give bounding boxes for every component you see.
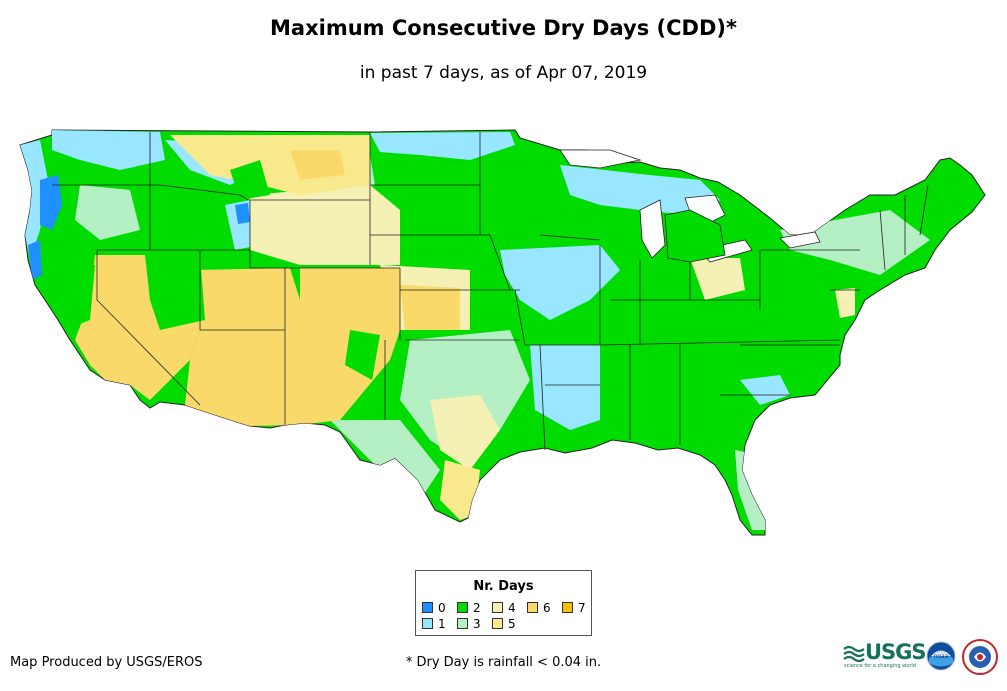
legend-label-2: 2 <box>473 601 481 615</box>
legend-swatch-4 <box>492 602 503 613</box>
nws-logo <box>962 639 998 675</box>
great-lakes <box>559 149 821 263</box>
legend-label-7: 7 <box>578 601 586 615</box>
credit-text: Map Produced by USGS/EROS <box>10 655 203 670</box>
michigan-lower-peninsula <box>664 209 726 263</box>
legend-swatch-5 <box>492 618 503 629</box>
legend-label-1: 1 <box>438 617 446 631</box>
usgs-tagline: science for a changing world <box>844 663 916 669</box>
legend-label-3: 3 <box>473 617 481 631</box>
legend-title: Nr. Days <box>473 579 534 594</box>
legend-swatch-7 <box>562 602 573 613</box>
usgs-wordmark: USGS <box>865 640 927 664</box>
map-title: Maximum Consecutive Dry Days (CDD)* <box>270 16 737 40</box>
legend-label-0: 0 <box>438 601 446 615</box>
legend-swatch-1 <box>422 618 433 629</box>
legend-swatch-0 <box>422 602 433 613</box>
legend-swatch-3 <box>457 618 468 629</box>
map-subtitle: in past 7 days, as of Apr 07, 2019 <box>359 63 648 83</box>
legend-swatch-6 <box>527 602 538 613</box>
noaa-text: noaa <box>934 653 949 660</box>
footnote-text: * Dry Day is rainfall < 0.04 in. <box>405 655 602 670</box>
usgs-wave-icon <box>843 645 865 663</box>
state-boundaries <box>52 132 929 451</box>
legend-label-6: 6 <box>543 601 551 615</box>
noaa-logo: noaa <box>926 641 956 671</box>
usgs-logo: USGS science for a changing world <box>843 640 927 670</box>
legend-swatch-2 <box>457 602 468 613</box>
legend-label-5: 5 <box>508 617 516 631</box>
legend-label-4: 4 <box>508 601 516 615</box>
map-legend: Nr. Days 0 1 2 3 4 5 6 7 <box>415 570 592 636</box>
dry-day-zones <box>20 130 930 530</box>
